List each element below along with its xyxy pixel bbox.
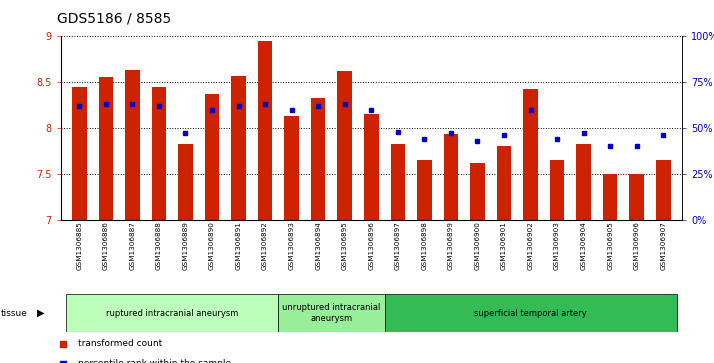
Bar — [470, 163, 485, 220]
Text: GSM1306896: GSM1306896 — [368, 221, 374, 270]
Text: unruptured intracranial
aneurysm: unruptured intracranial aneurysm — [282, 303, 381, 323]
Bar — [178, 144, 193, 220]
Text: GSM1306902: GSM1306902 — [528, 221, 533, 270]
Bar — [576, 144, 591, 220]
Text: percentile rank within the sample: percentile rank within the sample — [79, 359, 231, 363]
Bar — [72, 87, 86, 220]
Text: GSM1306894: GSM1306894 — [315, 221, 321, 270]
Bar — [385, 294, 677, 332]
Bar — [258, 41, 273, 220]
Bar — [311, 98, 326, 220]
Text: GSM1306888: GSM1306888 — [156, 221, 162, 270]
Text: GSM1306895: GSM1306895 — [342, 221, 348, 270]
Text: transformed count: transformed count — [79, 339, 163, 348]
Bar — [630, 174, 644, 220]
Bar — [417, 160, 432, 220]
Text: GDS5186 / 8585: GDS5186 / 8585 — [57, 11, 171, 25]
Bar — [231, 76, 246, 220]
Bar — [338, 71, 352, 220]
Text: GSM1306885: GSM1306885 — [76, 221, 82, 270]
Text: GSM1306891: GSM1306891 — [236, 221, 241, 270]
Text: GSM1306907: GSM1306907 — [660, 221, 666, 270]
Text: GSM1306904: GSM1306904 — [580, 221, 587, 270]
Text: GSM1306890: GSM1306890 — [209, 221, 215, 270]
Bar — [656, 160, 670, 220]
Bar — [278, 294, 385, 332]
Text: ruptured intracranial aneurysm: ruptured intracranial aneurysm — [106, 309, 238, 318]
Bar — [205, 94, 219, 220]
Text: GSM1306893: GSM1306893 — [288, 221, 295, 270]
Bar — [125, 70, 140, 220]
Text: superficial temporal artery: superficial temporal artery — [474, 309, 587, 318]
Text: GSM1306887: GSM1306887 — [129, 221, 136, 270]
Bar — [443, 134, 458, 220]
Bar — [364, 114, 378, 220]
Bar — [523, 89, 538, 220]
Text: GSM1306897: GSM1306897 — [395, 221, 401, 270]
Text: GSM1306905: GSM1306905 — [607, 221, 613, 270]
Text: GSM1306903: GSM1306903 — [554, 221, 560, 270]
Text: GSM1306898: GSM1306898 — [421, 221, 428, 270]
Text: GSM1306900: GSM1306900 — [475, 221, 481, 270]
Bar — [99, 77, 113, 220]
Bar — [497, 146, 511, 220]
Text: GSM1306886: GSM1306886 — [103, 221, 109, 270]
Text: GSM1306901: GSM1306901 — [501, 221, 507, 270]
Text: GSM1306906: GSM1306906 — [634, 221, 640, 270]
Bar — [66, 294, 278, 332]
Bar — [603, 174, 618, 220]
Text: GSM1306899: GSM1306899 — [448, 221, 454, 270]
Bar — [284, 116, 299, 220]
Text: tissue: tissue — [1, 309, 28, 318]
Bar — [391, 143, 405, 220]
Text: GSM1306889: GSM1306889 — [183, 221, 188, 270]
Bar — [151, 87, 166, 220]
Text: GSM1306892: GSM1306892 — [262, 221, 268, 270]
Text: ▶: ▶ — [37, 308, 45, 318]
Bar — [550, 160, 564, 220]
